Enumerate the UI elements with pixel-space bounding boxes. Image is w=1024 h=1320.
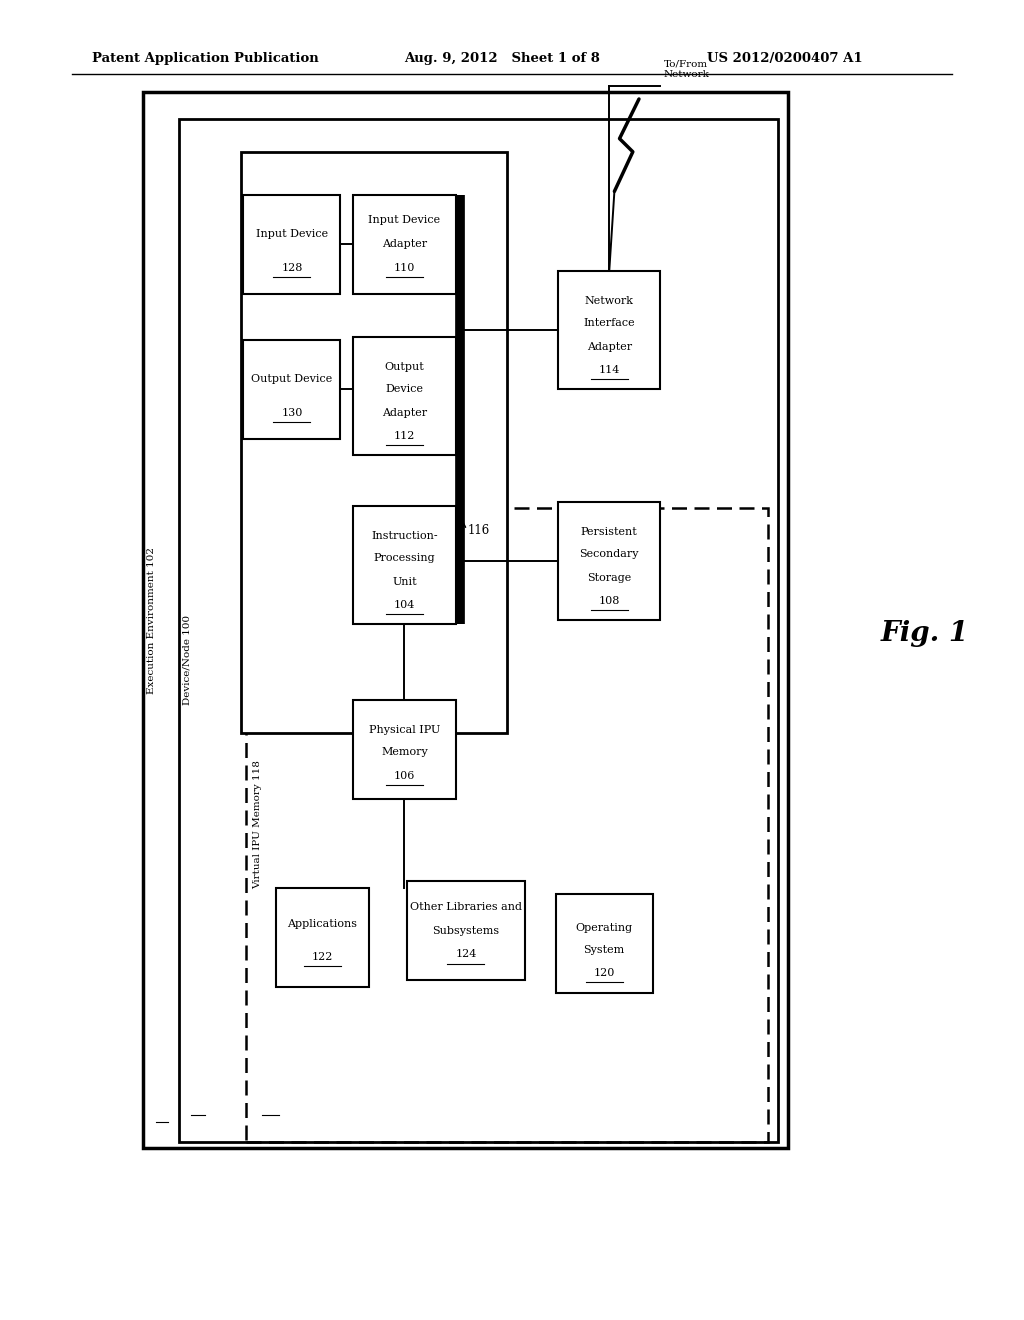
Bar (246, 508, 768, 1142)
Text: Applications: Applications (288, 919, 357, 929)
Text: Subsystems: Subsystems (432, 925, 500, 936)
Text: Other Libraries and: Other Libraries and (410, 902, 522, 912)
Text: Fig. 1: Fig. 1 (881, 620, 969, 647)
Text: 108: 108 (599, 595, 620, 606)
Bar (353, 195, 456, 294)
Bar (244, 341, 340, 438)
Text: 110: 110 (394, 263, 415, 273)
Text: Patent Application Publication: Patent Application Publication (92, 51, 318, 65)
Text: 114: 114 (599, 364, 620, 375)
Bar (143, 92, 788, 1148)
Text: Execution Environment 102: Execution Environment 102 (147, 546, 156, 694)
Bar (353, 337, 456, 455)
Text: Adapter: Adapter (587, 342, 632, 352)
Text: Persistent: Persistent (581, 527, 638, 537)
Text: 120: 120 (594, 968, 614, 978)
Text: Adapter: Adapter (382, 239, 427, 249)
Text: Device/Node 100: Device/Node 100 (183, 615, 191, 705)
Text: Device: Device (385, 384, 424, 395)
Text: Interface: Interface (584, 318, 635, 329)
Text: Aug. 9, 2012   Sheet 1 of 8: Aug. 9, 2012 Sheet 1 of 8 (404, 51, 600, 65)
Text: Output: Output (385, 362, 424, 372)
Text: Output Device: Output Device (251, 374, 333, 384)
Bar (558, 502, 660, 620)
Text: 104: 104 (394, 599, 415, 610)
Text: 122: 122 (312, 952, 333, 962)
Bar (241, 152, 507, 733)
Text: Secondary: Secondary (580, 549, 639, 560)
Text: 130: 130 (282, 408, 302, 418)
Text: 116: 116 (468, 524, 490, 537)
Text: Instruction-: Instruction- (371, 531, 438, 541)
Bar (179, 119, 778, 1142)
Text: Input Device: Input Device (369, 215, 440, 226)
Text: US 2012/0200407 A1: US 2012/0200407 A1 (707, 51, 862, 65)
Text: Storage: Storage (587, 573, 632, 583)
Text: Virtual IPU Memory 118: Virtual IPU Memory 118 (254, 760, 262, 890)
Bar (555, 895, 653, 993)
Text: Memory: Memory (381, 747, 428, 758)
Bar (353, 506, 456, 624)
Text: 128: 128 (282, 263, 302, 273)
Text: System: System (584, 945, 625, 956)
Text: 112: 112 (394, 430, 415, 441)
Bar (558, 271, 660, 389)
Text: Operating: Operating (575, 923, 633, 933)
Text: Processing: Processing (374, 553, 435, 564)
Text: Network: Network (585, 296, 634, 306)
Text: 124: 124 (456, 949, 476, 960)
Text: Input Device: Input Device (256, 228, 328, 239)
Text: Unit: Unit (392, 577, 417, 587)
Text: Adapter: Adapter (382, 408, 427, 418)
Bar (353, 700, 456, 799)
Bar (244, 195, 340, 294)
Text: 106: 106 (394, 771, 415, 781)
Text: Physical IPU: Physical IPU (369, 725, 440, 735)
Text: To/From
Network: To/From Network (664, 59, 710, 79)
Bar (408, 882, 525, 979)
Bar (276, 887, 369, 987)
